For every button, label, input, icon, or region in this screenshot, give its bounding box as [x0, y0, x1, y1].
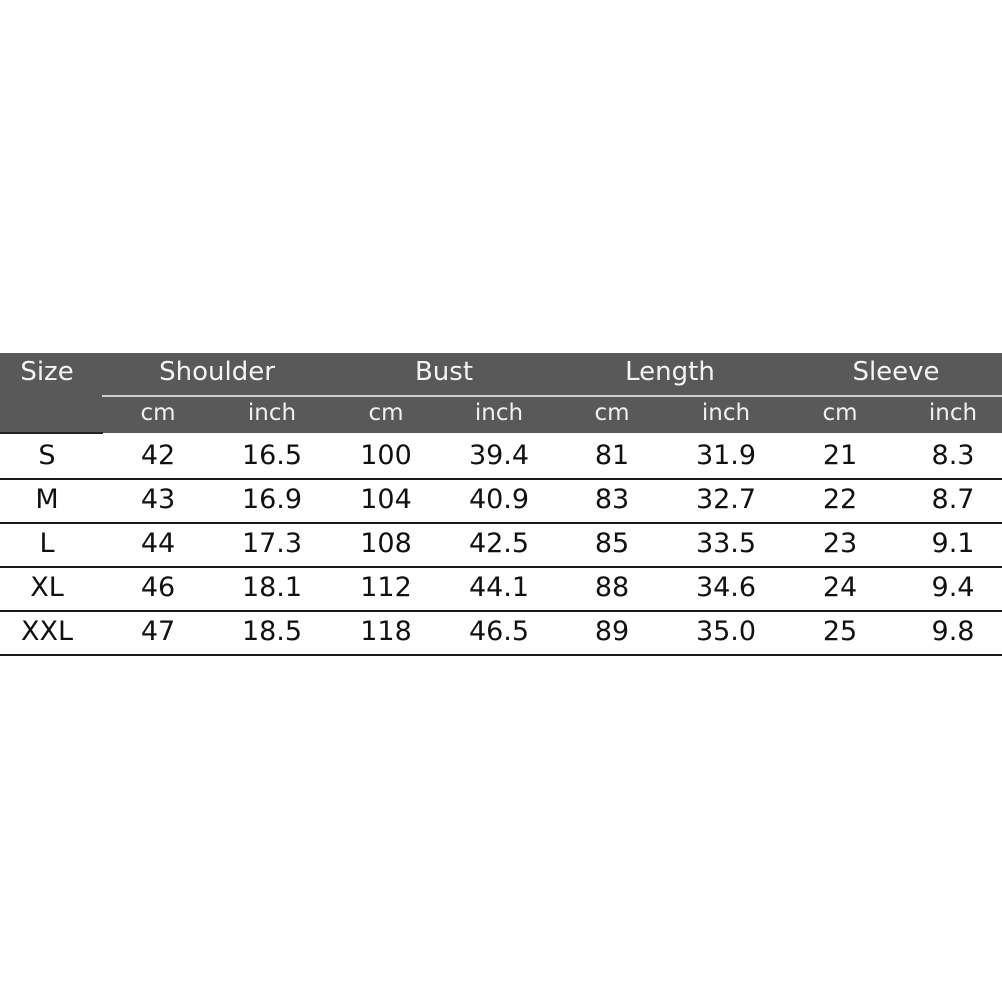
value-cell: 33.5 [695, 528, 757, 559]
value-cell: 34.6 [695, 572, 757, 603]
size-cell: M [35, 484, 59, 515]
value-cell: 39.4 [468, 440, 530, 471]
value-cell: 47 [140, 616, 176, 647]
group-header-length: Length [625, 357, 715, 387]
group-header-shoulder: Shoulder [159, 357, 275, 387]
unit-header: cm [368, 400, 404, 426]
value-cell: 9.8 [931, 616, 975, 647]
size-cell: XXL [20, 616, 74, 647]
value-cell: 22 [822, 484, 858, 515]
value-cell: 46 [140, 572, 176, 603]
unit-header: inch [701, 400, 751, 426]
value-cell: 44 [140, 528, 176, 559]
value-cell: 25 [822, 616, 858, 647]
value-cell: 9.1 [931, 528, 975, 559]
unit-header: cm [594, 400, 630, 426]
header-divider [102, 395, 1002, 397]
value-cell: 100 [360, 440, 412, 471]
unit-header: inch [474, 400, 524, 426]
value-cell: 43 [140, 484, 176, 515]
value-cell: 108 [360, 528, 412, 559]
value-cell: 89 [594, 616, 630, 647]
value-cell: 8.3 [931, 440, 975, 471]
value-cell: 17.3 [241, 528, 303, 559]
table-row: XL 46 18.1 112 44.1 88 34.6 24 9.4 [0, 566, 1002, 612]
table-row: L 44 17.3 108 42.5 85 33.5 23 9.1 [0, 522, 1002, 568]
size-cell: XL [30, 572, 64, 603]
size-cell: L [39, 528, 55, 559]
size-header-underline [0, 432, 103, 434]
value-cell: 32.7 [695, 484, 757, 515]
unit-header: inch [928, 400, 978, 426]
value-cell: 42 [140, 440, 176, 471]
value-cell: 40.9 [468, 484, 530, 515]
value-cell: 112 [360, 572, 412, 603]
value-cell: 35.0 [695, 616, 757, 647]
value-cell: 8.7 [931, 484, 975, 515]
unit-header: cm [140, 400, 176, 426]
size-cell: S [38, 440, 56, 471]
unit-header: cm [822, 400, 858, 426]
value-cell: 44.1 [468, 572, 530, 603]
value-cell: 104 [360, 484, 412, 515]
value-cell: 16.9 [241, 484, 303, 515]
group-header-sleeve: Sleeve [852, 357, 940, 387]
value-cell: 81 [594, 440, 630, 471]
value-cell: 88 [594, 572, 630, 603]
table-row: XXL 47 18.5 118 46.5 89 35.0 25 9.8 [0, 610, 1002, 656]
value-cell: 9.4 [931, 572, 975, 603]
size-header: Size [20, 357, 74, 387]
value-cell: 23 [822, 528, 858, 559]
value-cell: 31.9 [695, 440, 757, 471]
value-cell: 18.1 [241, 572, 303, 603]
value-cell: 24 [822, 572, 858, 603]
group-header-bust: Bust [414, 357, 474, 387]
value-cell: 83 [594, 484, 630, 515]
value-cell: 118 [360, 616, 412, 647]
value-cell: 46.5 [468, 616, 530, 647]
value-cell: 21 [822, 440, 858, 471]
table-row: S 42 16.5 100 39.4 81 31.9 21 8.3 [0, 434, 1002, 480]
value-cell: 18.5 [241, 616, 303, 647]
value-cell: 42.5 [468, 528, 530, 559]
value-cell: 85 [594, 528, 630, 559]
value-cell: 16.5 [241, 440, 303, 471]
table-row: M 43 16.9 104 40.9 83 32.7 22 8.7 [0, 478, 1002, 524]
table-header [0, 353, 1002, 433]
unit-header: inch [247, 400, 297, 426]
